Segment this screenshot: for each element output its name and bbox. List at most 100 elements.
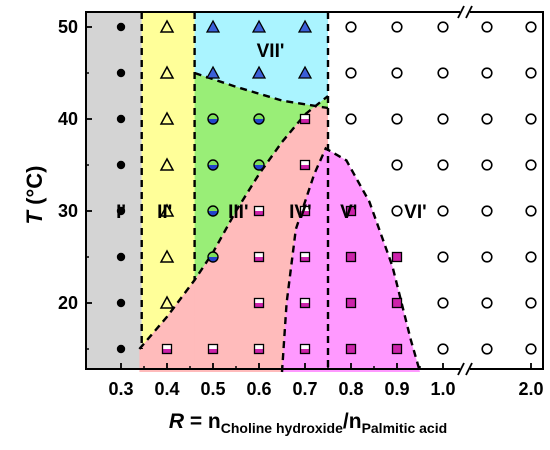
point-open-circle (437, 21, 449, 33)
point-half-square (253, 205, 265, 217)
point-half-square (253, 343, 265, 355)
point-half-square (299, 159, 311, 171)
point-filled-circle (116, 298, 126, 308)
point-open-circle (481, 113, 493, 125)
marker-top-half (254, 344, 264, 349)
marker-bottom-half (300, 349, 310, 354)
point-open-circle (437, 251, 449, 263)
point-half-square (207, 343, 219, 355)
point-open-circle (525, 343, 537, 355)
point-filled-circle (116, 114, 126, 124)
point-filled-square (345, 251, 357, 263)
point-open-triangle (159, 65, 175, 79)
x-tick-label: 0.7 (292, 379, 317, 399)
point-open-circle (345, 21, 357, 33)
marker-outline (161, 343, 173, 355)
point-filled-square (391, 343, 403, 355)
point-filled-circle (116, 252, 126, 262)
point-half-circle (207, 251, 219, 263)
point-open-circle (481, 67, 493, 79)
region-III-fill (194, 73, 328, 280)
x-tick-label: 0.5 (200, 379, 225, 399)
x-axis-sub1: Choline hydroxide (221, 420, 343, 436)
region-IV-fill-left (141, 280, 195, 372)
point-filled-square (345, 343, 357, 355)
point-open-triangle (159, 111, 175, 125)
phase-regions (86, 12, 420, 372)
point-filled-square (391, 251, 403, 263)
point-open-circle (481, 205, 493, 217)
point-filled-circle (116, 206, 126, 216)
x-tick-label: 0.4 (154, 379, 179, 399)
break-gap (460, 9, 470, 15)
axis-break-mark (457, 5, 473, 376)
marker-outline (299, 159, 311, 171)
point-open-circle (481, 297, 493, 309)
point-open-triangle (159, 295, 175, 309)
marker-bottom-half (300, 257, 310, 262)
region-label: VI' (404, 202, 426, 223)
marker-top-half (254, 298, 264, 303)
point-half-circle (207, 113, 219, 125)
point-blue-triangle (205, 65, 221, 79)
phase-boundaries (138, 12, 422, 373)
point-open-circle (525, 113, 537, 125)
point-half-square (253, 297, 265, 309)
marker-bottom-half (254, 349, 264, 354)
y-tick-label: 30 (58, 201, 78, 221)
point-open-circle (391, 21, 403, 33)
marker-top-half (300, 344, 310, 349)
axis-ticks: 0.3 0.4 0.5 0.6 0.7 0.8 0.9 1.0 2.0 20 30 40 50 (58, 17, 544, 399)
point-half-square (299, 343, 311, 355)
marker-bottom-half (254, 211, 264, 216)
point-open-circle (391, 159, 403, 171)
point-open-circle (525, 159, 537, 171)
point-open-circle (525, 67, 537, 79)
point-open-circle (437, 205, 449, 217)
point-open-circle (345, 113, 357, 125)
marker-bottom-half (162, 349, 172, 354)
region-I-fill (86, 12, 142, 369)
marker-top-half (300, 206, 310, 211)
point-open-circle (437, 159, 449, 171)
point-open-circle (525, 21, 537, 33)
marker-top-half (300, 298, 310, 303)
point-filled-circle (116, 344, 126, 354)
region-label: V' (340, 202, 357, 223)
marker-bottom-half (300, 119, 310, 124)
marker-outline (299, 297, 311, 309)
break-slash (457, 362, 465, 376)
point-half-square (299, 297, 311, 309)
point-blue-triangle (251, 19, 267, 33)
x-axis-sub2: Palmitic acid (362, 420, 448, 436)
break-gap (460, 366, 470, 372)
marker-top-half (162, 344, 172, 349)
point-open-circle (525, 205, 537, 217)
point-half-circle (253, 159, 265, 171)
x-tick-label: 2.0 (518, 379, 543, 399)
x-tick-label: 1.0 (430, 379, 455, 399)
point-half-square (161, 343, 173, 355)
marker-bottom-half (300, 303, 310, 308)
marker-outline (253, 159, 265, 171)
point-open-circle (481, 343, 493, 355)
point-open-circle (437, 343, 449, 355)
point-filled-circle (116, 160, 126, 170)
point-open-circle (481, 251, 493, 263)
point-half-circle (253, 113, 265, 125)
point-open-circle (437, 67, 449, 79)
marker-outline (253, 113, 265, 125)
point-blue-triangle (251, 65, 267, 79)
break-slash (465, 5, 473, 19)
region-label: IV' (289, 202, 311, 223)
point-filled-square (391, 297, 403, 309)
break-slash (465, 362, 473, 376)
point-open-circle (345, 67, 357, 79)
region-labels: I' II' III' IV' V' VI' VII' (116, 41, 427, 223)
point-open-circle (481, 21, 493, 33)
point-open-circle (391, 67, 403, 79)
marker-bottom-half (254, 257, 264, 262)
point-filled-square (345, 205, 357, 217)
point-blue-triangle (205, 19, 221, 33)
marker-top-half (208, 344, 218, 349)
